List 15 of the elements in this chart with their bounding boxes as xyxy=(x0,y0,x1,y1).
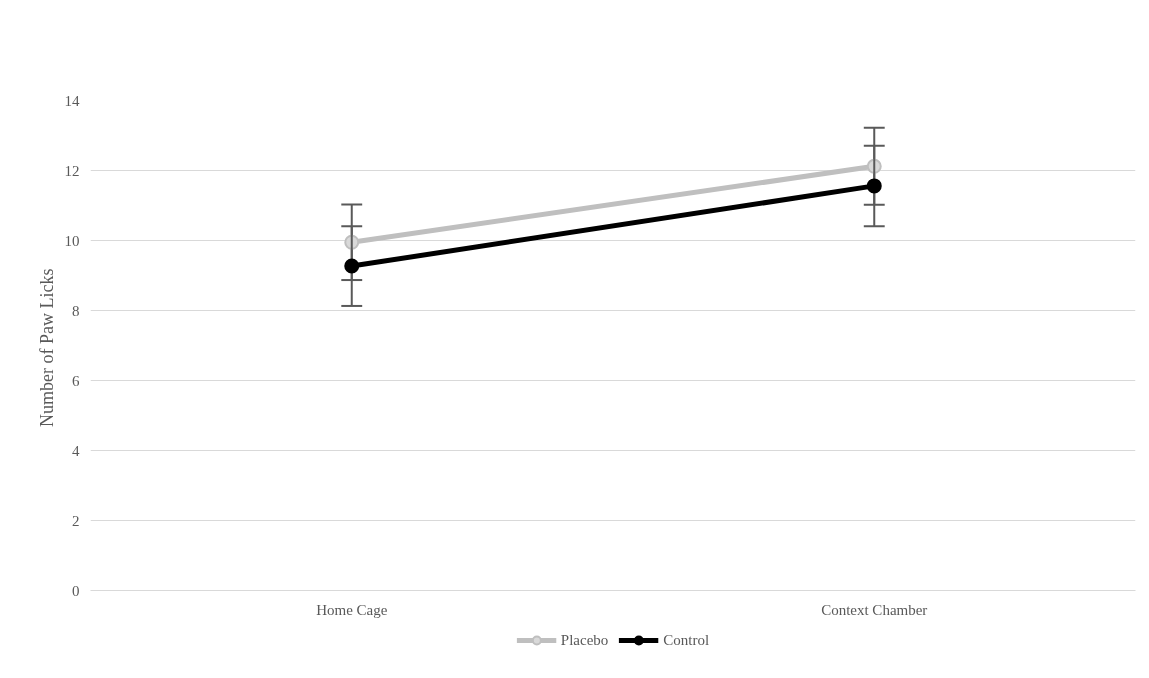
y-tick-label: 8 xyxy=(72,302,80,319)
y-tick-label: 14 xyxy=(64,92,80,109)
x-tick-label: Home Cage xyxy=(316,601,388,618)
y-tick-label: 4 xyxy=(72,442,80,459)
legend-label: Control xyxy=(663,631,710,649)
y-axis-title: Number of Paw Licks xyxy=(36,268,57,427)
y-tick-label: 0 xyxy=(72,582,80,599)
y-tick-label: 12 xyxy=(64,162,80,179)
y-tick-label: 10 xyxy=(64,232,80,249)
point xyxy=(344,258,360,274)
x-tick-label: Context Chamber xyxy=(821,601,928,618)
y-tick-label: 6 xyxy=(72,372,80,389)
y-tick-label: 2 xyxy=(72,512,80,529)
legend-label: Placebo xyxy=(560,631,609,649)
point xyxy=(866,178,882,194)
